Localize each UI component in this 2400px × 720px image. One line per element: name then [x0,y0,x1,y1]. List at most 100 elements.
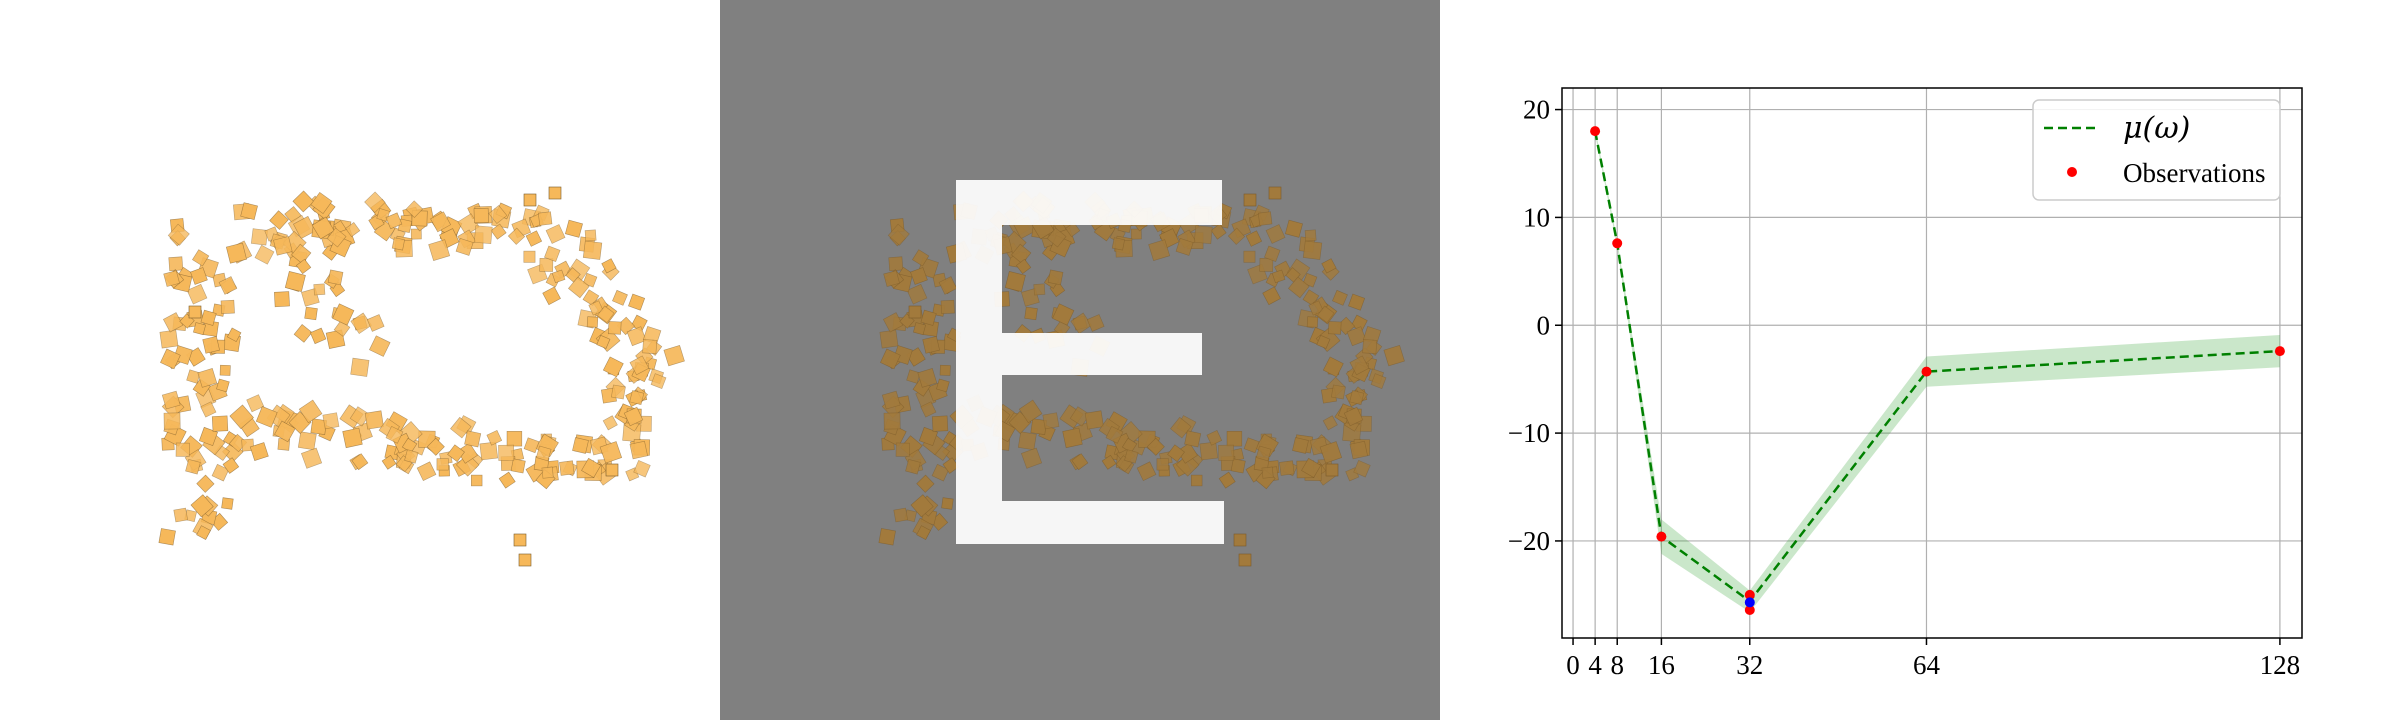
block [498,471,516,489]
block [541,466,554,479]
block [221,497,234,510]
block [325,329,346,350]
block [906,369,921,384]
observation-point [1656,531,1667,542]
block [332,303,355,326]
middle-overlay-panel [720,0,1440,720]
block [473,207,489,224]
confidence-band [1595,127,2280,613]
block [269,210,289,230]
block [1306,316,1319,328]
block [1321,258,1337,274]
block [479,441,499,461]
block [186,283,208,305]
block [888,256,904,272]
block [1047,269,1064,286]
band-area [1595,127,2280,613]
block [1086,314,1105,332]
block [551,269,566,284]
block [404,449,419,464]
block [920,309,937,326]
block [940,299,955,315]
block [1370,373,1387,389]
block [628,293,646,311]
block [1101,454,1117,470]
block [273,236,293,256]
block [1349,355,1370,376]
series-lines [1593,130,2280,604]
block [304,306,318,321]
block [1148,239,1171,262]
block [455,453,480,477]
block [369,335,391,357]
observation-point [1612,238,1623,249]
block [364,191,386,213]
block [1261,466,1274,479]
block [160,348,181,370]
block [470,474,483,487]
block [893,507,908,523]
block [908,305,922,319]
block [1062,427,1083,449]
block [616,316,636,336]
block [1264,245,1281,263]
e-middle-bar [1002,333,1202,375]
block [216,378,230,393]
block [188,305,202,319]
block [1353,460,1371,478]
block [401,437,418,454]
block [345,222,361,238]
block [196,525,211,540]
block [883,412,901,430]
block [1084,410,1104,430]
block [544,245,561,263]
legend-label-mu: μ(ω) [2123,111,2190,146]
block [293,324,313,343]
block [879,329,899,349]
block [931,463,950,482]
observation-point [1744,589,1755,600]
axes-frame [1561,87,2303,639]
block [1011,243,1032,265]
block [163,270,180,287]
block [219,364,231,376]
x-tick-label: 64 [1913,650,1941,680]
block [605,463,619,477]
block [168,256,184,272]
observation-point [1590,126,1601,137]
block [584,229,597,242]
x-tick-label: 16 [1648,650,1675,680]
block [295,258,312,275]
block [1349,390,1365,405]
block [599,441,623,464]
legend: μ(ω) Observations [2032,99,2281,201]
block [274,291,290,308]
block [936,378,950,393]
observation-points [1590,126,2285,615]
block [274,420,296,443]
block [882,312,904,333]
block [292,190,315,213]
block [249,442,269,462]
y-axis-ticks: −20 −10 0 10 20 [1508,95,1562,556]
block [1322,415,1338,431]
block [351,453,369,471]
x-tick-label: 0 [1566,650,1580,680]
block [229,404,254,430]
block [197,368,218,388]
block [385,425,404,444]
block [1226,430,1243,447]
mu-line [1593,130,2280,604]
x-axis-ticks: 0 4 8 16 32 64 128 [1566,638,2300,680]
e-stem [956,180,1002,544]
block [922,336,940,354]
block [226,327,242,343]
block [1018,399,1043,424]
block [486,429,503,446]
current-point [1744,597,1755,608]
block [1033,283,1046,296]
block [1070,312,1092,335]
block [1199,441,1219,461]
block [602,356,624,378]
